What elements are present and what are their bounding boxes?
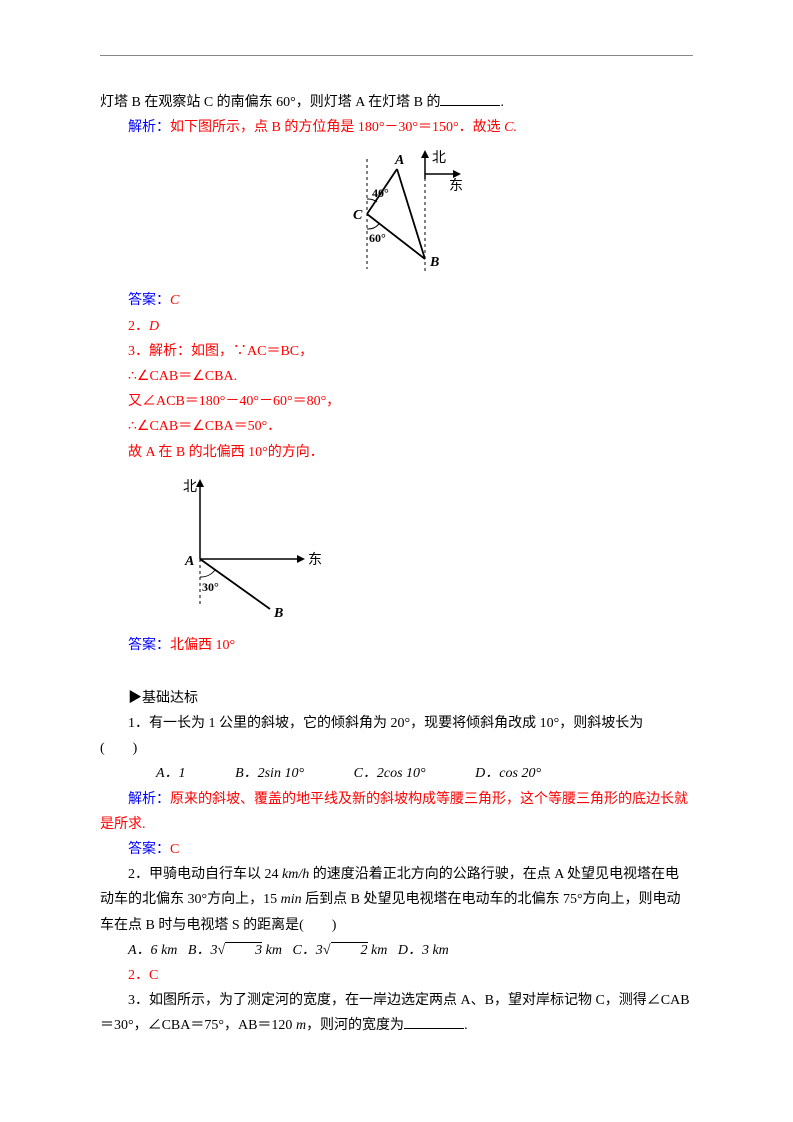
fig1-angle40: 40° (372, 186, 389, 200)
fig1-C: C (353, 208, 363, 223)
figure-1-svg: 北 东 40° 60° A C B (317, 144, 477, 284)
figure-2-svg: 北 东 30° A B (150, 469, 330, 619)
ans2-label: 答案： (128, 638, 170, 653)
q3-m: m (296, 1018, 306, 1033)
q1-opt-c: C．2cos 10° (326, 761, 426, 786)
fig2-angle: 30° (202, 580, 219, 594)
item3-l2: ∴∠CAB＝∠CBA. (100, 364, 693, 389)
intro-expl-label: 解析： (128, 120, 170, 135)
item3-l3: 又∠ACB＝180°－40°－60°＝80°， (100, 389, 693, 414)
fig1-angle60: 60° (369, 231, 386, 245)
q1-opt-a: A．1 (128, 761, 186, 786)
blank-1 (440, 105, 500, 106)
ans1-val: C (170, 293, 179, 308)
figure-2: 北 东 30° A B (150, 469, 743, 619)
q3-b: ，则河的宽度为 (306, 1018, 404, 1033)
q1-text: 1．有一长为 1 公里的斜坡，它的倾斜角为 20°，现要将倾斜角改成 10°，则… (100, 711, 693, 736)
q2-opt-c: C．3√2 km (292, 943, 387, 958)
q2-opt-a: A．6 km (128, 943, 177, 958)
item3-l5: 故 A 在 B 的北偏西 10°的方向． (100, 440, 693, 465)
q2-kmh: km/h (282, 867, 309, 882)
fig2-A: A (184, 554, 194, 569)
q1-options: A．1 B．2sin 10° C．2cos 10° D．cos 20° (100, 761, 693, 786)
intro-line2: 解析：如下图所示，点 B 的方位角是 180°－30°＝150°．故选 C. (100, 115, 693, 140)
ans2-val: 北偏西 10° (170, 638, 235, 653)
q2-options: A．6 km B．3√3 km C．3√2 km D．3 km (100, 938, 693, 963)
item2-val: D (149, 319, 159, 334)
intro-line1-text: 灯塔 B 在观察站 C 的南偏东 60°，则灯塔 A 在灯塔 B 的 (100, 95, 440, 110)
q2-min: min (281, 892, 302, 907)
base-header: ▶基础达标 (100, 686, 693, 711)
q2-answer: 2．C (100, 963, 693, 988)
ans2-line: 答案：北偏西 10° (100, 633, 693, 658)
q1-expl-label: 解析： (128, 792, 170, 807)
fig1-B: B (429, 255, 439, 270)
q1-paren: ( ) (100, 736, 693, 761)
q3-text: 3．如图所示，为了测定河的宽度，在一岸边选定两点 A、B，望对岸标记物 C，测得… (100, 988, 693, 1038)
item2-num: 2． (128, 319, 149, 334)
q2-opt-d: D．3 km (398, 943, 449, 958)
q1-opt-b: B．2sin 10° (207, 761, 304, 786)
q2-a: 2．甲骑电动自行车以 24 (128, 867, 282, 882)
ans1-label: 答案： (128, 293, 170, 308)
fig2-east: 东 (308, 552, 322, 568)
fig1-north: 北 (432, 150, 446, 166)
intro-expl-c: C. (504, 120, 517, 135)
q3-end: . (464, 1018, 468, 1033)
item2-line: 2．D (100, 314, 693, 339)
item3-lead-line: 3．解析：如图，∵AC＝BC， (100, 339, 693, 364)
item3-lead: 3．解析： (128, 344, 191, 359)
blank-2 (404, 1028, 464, 1029)
q2-text: 2．甲骑电动自行车以 24 km/h 的速度沿着正北方向的公路行驶，在点 A 处… (100, 862, 693, 938)
q1-ans-val: C (170, 842, 179, 857)
q1-explain: 解析：原来的斜坡、覆盖的地平线及新的斜坡构成等腰三角形，这个等腰三角形的底边长就… (100, 787, 693, 837)
q1-ans-label: 答案： (128, 842, 170, 857)
intro-line1: 灯塔 B 在观察站 C 的南偏东 60°，则灯塔 A 在灯塔 B 的. (100, 90, 693, 115)
fig2-B: B (273, 606, 283, 619)
q1-answer: 答案：C (100, 837, 693, 862)
q1-opt-d: D．cos 20° (447, 761, 541, 786)
fig2-north: 北 (183, 479, 197, 495)
fig1-A: A (394, 153, 404, 168)
spacer-2 (100, 658, 693, 686)
q2-opt-b: B．3√3 km (188, 943, 282, 958)
item3-l4: ∴∠CAB＝∠CBA＝50°． (100, 414, 693, 439)
ans-line-1: 答案：C (100, 288, 693, 313)
figure-1: 北 东 40° 60° A C B (100, 144, 693, 284)
fig1-east: 东 (449, 178, 463, 194)
spacer-1 (100, 623, 693, 633)
page-top-rule (100, 55, 693, 56)
intro-line1-end: . (500, 95, 504, 110)
q1-expl-text: 原来的斜坡、覆盖的地平线及新的斜坡构成等腰三角形，这个等腰三角形的底边长就是所求… (100, 792, 688, 832)
intro-expl-text: 如下图所示，点 B 的方位角是 180°－30°＝150°．故选 (170, 120, 504, 135)
item3-l1: 如图，∵AC＝BC， (191, 344, 313, 359)
